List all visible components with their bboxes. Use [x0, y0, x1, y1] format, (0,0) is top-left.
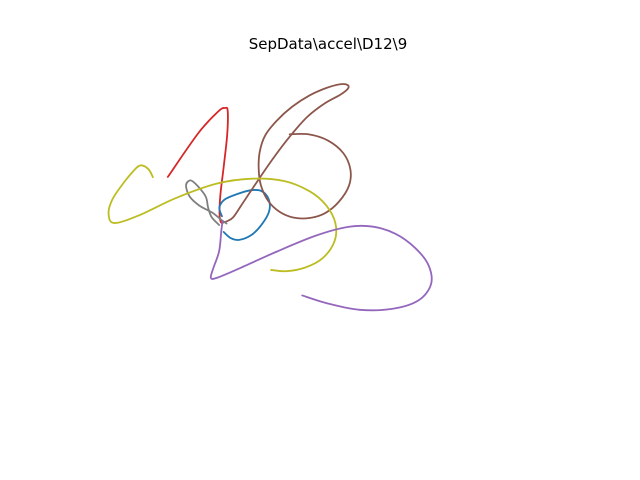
series-line-5 — [107, 164, 338, 273]
series-line-6 — [209, 220, 433, 312]
chart-title: SepData\accel\D12\9 — [249, 35, 408, 53]
series-layer — [107, 83, 433, 312]
series-line-2 — [218, 189, 271, 241]
series-line-4 — [185, 179, 228, 226]
series-line-1 — [166, 106, 229, 224]
series-line-3 — [222, 83, 352, 224]
